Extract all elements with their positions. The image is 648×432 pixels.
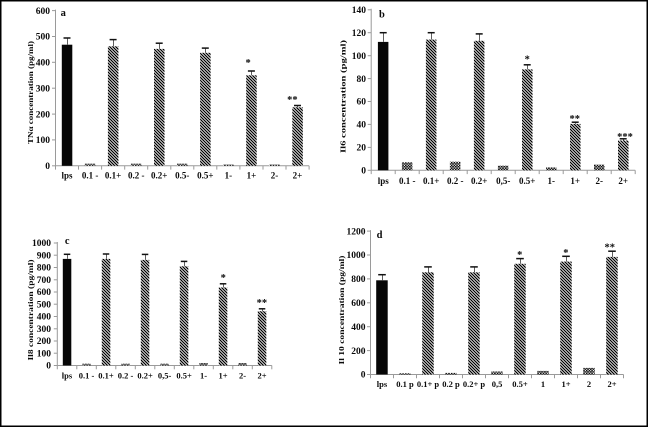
svg-text:600: 600 [36, 7, 51, 17]
svg-text:2-: 2- [239, 371, 246, 381]
svg-text:20: 20 [357, 144, 367, 154]
svg-text:b: b [379, 10, 385, 21]
svg-text:0: 0 [361, 167, 366, 177]
svg-text:Il 10 concentration (pg/ml): Il 10 concentration (pg/ml) [337, 255, 346, 365]
svg-text:0.2+: 0.2+ [471, 176, 487, 186]
svg-text:0.1 -: 0.1 - [399, 176, 416, 186]
svg-text:0: 0 [46, 362, 51, 372]
svg-text:lps: lps [61, 171, 73, 181]
svg-text:2: 2 [587, 379, 591, 389]
svg-text:600: 600 [351, 299, 366, 309]
svg-text:500: 500 [36, 33, 51, 43]
svg-text:0,5-: 0,5- [158, 371, 172, 381]
svg-text:0.1+: 0.1+ [105, 171, 121, 181]
svg-text:140: 140 [352, 6, 367, 16]
svg-text:1-: 1- [547, 176, 555, 186]
svg-text:0.2 -: 0.2 - [128, 171, 145, 181]
svg-text:0.1 -: 0.1 - [82, 171, 99, 181]
svg-text:300: 300 [36, 84, 51, 94]
svg-text:0,5-: 0,5- [496, 176, 510, 186]
svg-text:0.2+: 0.2+ [137, 371, 153, 381]
svg-text:1-: 1- [225, 171, 233, 181]
svg-text:100: 100 [36, 136, 51, 146]
svg-text:1200: 1200 [347, 227, 366, 237]
svg-text:60: 60 [357, 98, 367, 108]
svg-text:0.2 -: 0.2 - [118, 371, 134, 381]
svg-text:1000: 1000 [347, 251, 366, 261]
svg-text:a: a [61, 8, 67, 19]
svg-text:0.2+: 0.2+ [151, 171, 167, 181]
svg-text:*: * [221, 273, 226, 284]
svg-text:1+: 1+ [247, 171, 257, 181]
svg-text:600: 600 [37, 288, 52, 298]
svg-text:800: 800 [37, 264, 52, 274]
svg-text:Il6 concentration (pg/ml): Il6 concentration (pg/ml) [338, 39, 347, 153]
svg-text:0.1 p: 0.1 p [396, 379, 414, 389]
svg-text:0: 0 [45, 162, 50, 172]
svg-text:120: 120 [352, 29, 367, 39]
svg-text:0.1+ p: 0.1+ p [417, 379, 440, 389]
svg-text:**: ** [605, 243, 616, 254]
svg-text:2+: 2+ [618, 176, 628, 186]
svg-text:300: 300 [37, 325, 52, 335]
svg-text:*: * [517, 250, 522, 261]
svg-text:400: 400 [351, 323, 366, 333]
svg-text:200: 200 [351, 347, 366, 357]
svg-text:***: *** [617, 132, 633, 143]
svg-text:1-: 1- [200, 371, 207, 381]
svg-text:100: 100 [352, 52, 367, 62]
svg-text:lps: lps [62, 371, 73, 381]
svg-text:0.2+ p: 0.2+ p [463, 379, 486, 389]
svg-text:100: 100 [37, 349, 52, 359]
svg-text:0.5+: 0.5+ [519, 176, 535, 186]
svg-text:1: 1 [541, 379, 545, 389]
svg-text:2+: 2+ [607, 379, 616, 389]
svg-text:1+: 1+ [570, 176, 580, 186]
svg-text:**: ** [287, 95, 298, 106]
svg-text:1+: 1+ [561, 379, 570, 389]
svg-text:200: 200 [37, 337, 52, 347]
svg-text:1+: 1+ [219, 371, 228, 381]
svg-text:2+: 2+ [293, 171, 303, 181]
svg-text:lps: lps [378, 176, 390, 186]
svg-text:40: 40 [357, 121, 367, 131]
svg-text:0.1 -: 0.1 - [79, 371, 95, 381]
svg-text:2-: 2- [595, 176, 603, 186]
svg-text:0.2 -: 0.2 - [447, 176, 464, 186]
svg-text:0.5-: 0.5- [175, 171, 189, 181]
svg-text:2-: 2- [271, 171, 279, 181]
svg-text:0.1+: 0.1+ [98, 371, 114, 381]
svg-text:0,5: 0,5 [492, 379, 503, 389]
svg-text:TNα concentration (pg/ml): TNα concentration (pg/ml) [26, 40, 35, 144]
svg-text:0.1+: 0.1+ [423, 176, 439, 186]
svg-text:0.5+: 0.5+ [176, 371, 192, 381]
svg-text:Il8 concentration (pg/ml): Il8 concentration (pg/ml) [26, 259, 35, 361]
svg-text:700: 700 [37, 276, 52, 286]
svg-text:**: ** [569, 114, 580, 125]
svg-text:*: * [563, 248, 568, 259]
svg-text:1000: 1000 [32, 239, 51, 249]
svg-text:0.2 p: 0.2 p [442, 379, 460, 389]
svg-text:500: 500 [37, 300, 52, 310]
svg-text:0: 0 [361, 371, 366, 381]
svg-text:*: * [245, 58, 250, 69]
svg-text:200: 200 [36, 110, 51, 120]
svg-text:**: ** [257, 298, 268, 309]
svg-text:c: c [65, 236, 70, 247]
svg-text:400: 400 [36, 59, 51, 69]
svg-text:d: d [377, 230, 383, 241]
svg-text:80: 80 [357, 75, 367, 85]
svg-text:800: 800 [351, 275, 366, 285]
svg-text:400: 400 [37, 313, 52, 323]
svg-text:2+: 2+ [258, 371, 267, 381]
svg-text:900: 900 [37, 251, 52, 261]
svg-text:0.5+: 0.5+ [512, 379, 528, 389]
svg-text:*: * [525, 55, 530, 66]
svg-text:lps: lps [377, 379, 388, 389]
svg-text:0.5+: 0.5+ [197, 171, 213, 181]
